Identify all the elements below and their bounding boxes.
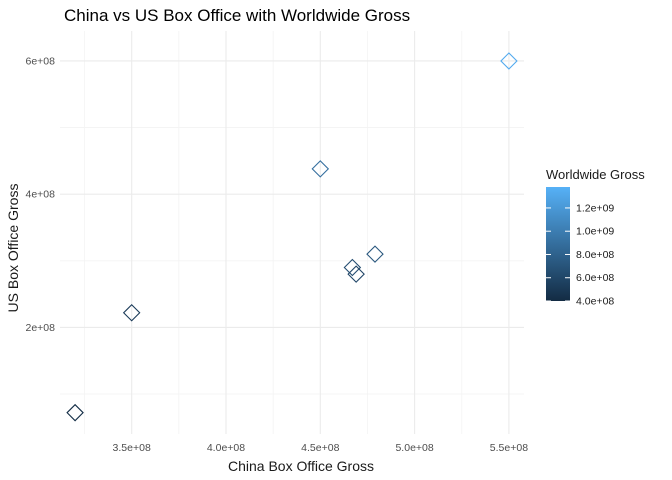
y-tick-label: 2e+08 (26, 322, 56, 334)
data-point (311, 160, 330, 178)
legend-tick-label: 6.0e+08 (576, 272, 614, 284)
x-tick-label: 3.5e+08 (113, 442, 151, 454)
data-point (343, 258, 362, 277)
x-axis-title: China Box Office Gross (228, 458, 374, 474)
data-point (66, 403, 84, 422)
color-legend: Worldwide Gross 4.0e+08 6.0e+08 8.0e+08 1.0… (546, 167, 645, 308)
data-points (66, 52, 518, 422)
legend-tick-label: 4.0e+08 (576, 296, 614, 308)
data-point (347, 265, 365, 283)
x-tick-label: 4.5e+08 (301, 442, 339, 454)
legend-ticks: 4.0e+08 6.0e+08 8.0e+08 1.0e+09 1.2e+09 (546, 202, 614, 308)
legend-tick-label: 1.0e+09 (576, 226, 614, 238)
x-tick-label: 5.5e+08 (490, 442, 528, 454)
data-point (500, 52, 518, 70)
grid (60, 31, 524, 434)
x-tick-label: 4.0e+08 (207, 442, 245, 454)
legend-tick-label: 8.0e+08 (576, 249, 614, 261)
chart-title: China vs US Box Office with Worldwide Gr… (64, 6, 410, 25)
data-point (122, 303, 141, 322)
y-tick-label: 6e+08 (26, 55, 56, 67)
legend-colorbar (546, 187, 570, 301)
data-point (366, 245, 384, 263)
legend-tick-label: 1.2e+09 (576, 202, 614, 214)
x-tick-label: 5.0e+08 (395, 442, 433, 454)
y-axis-title: US Box Office Gross (5, 184, 21, 313)
y-tick-label: 4e+08 (26, 189, 56, 201)
legend-title: Worldwide Gross (546, 167, 645, 182)
axis-ticks: 3.5e+08 4.0e+08 4.5e+08 5.0e+08 5.5e+08 2e+08… (26, 55, 529, 454)
